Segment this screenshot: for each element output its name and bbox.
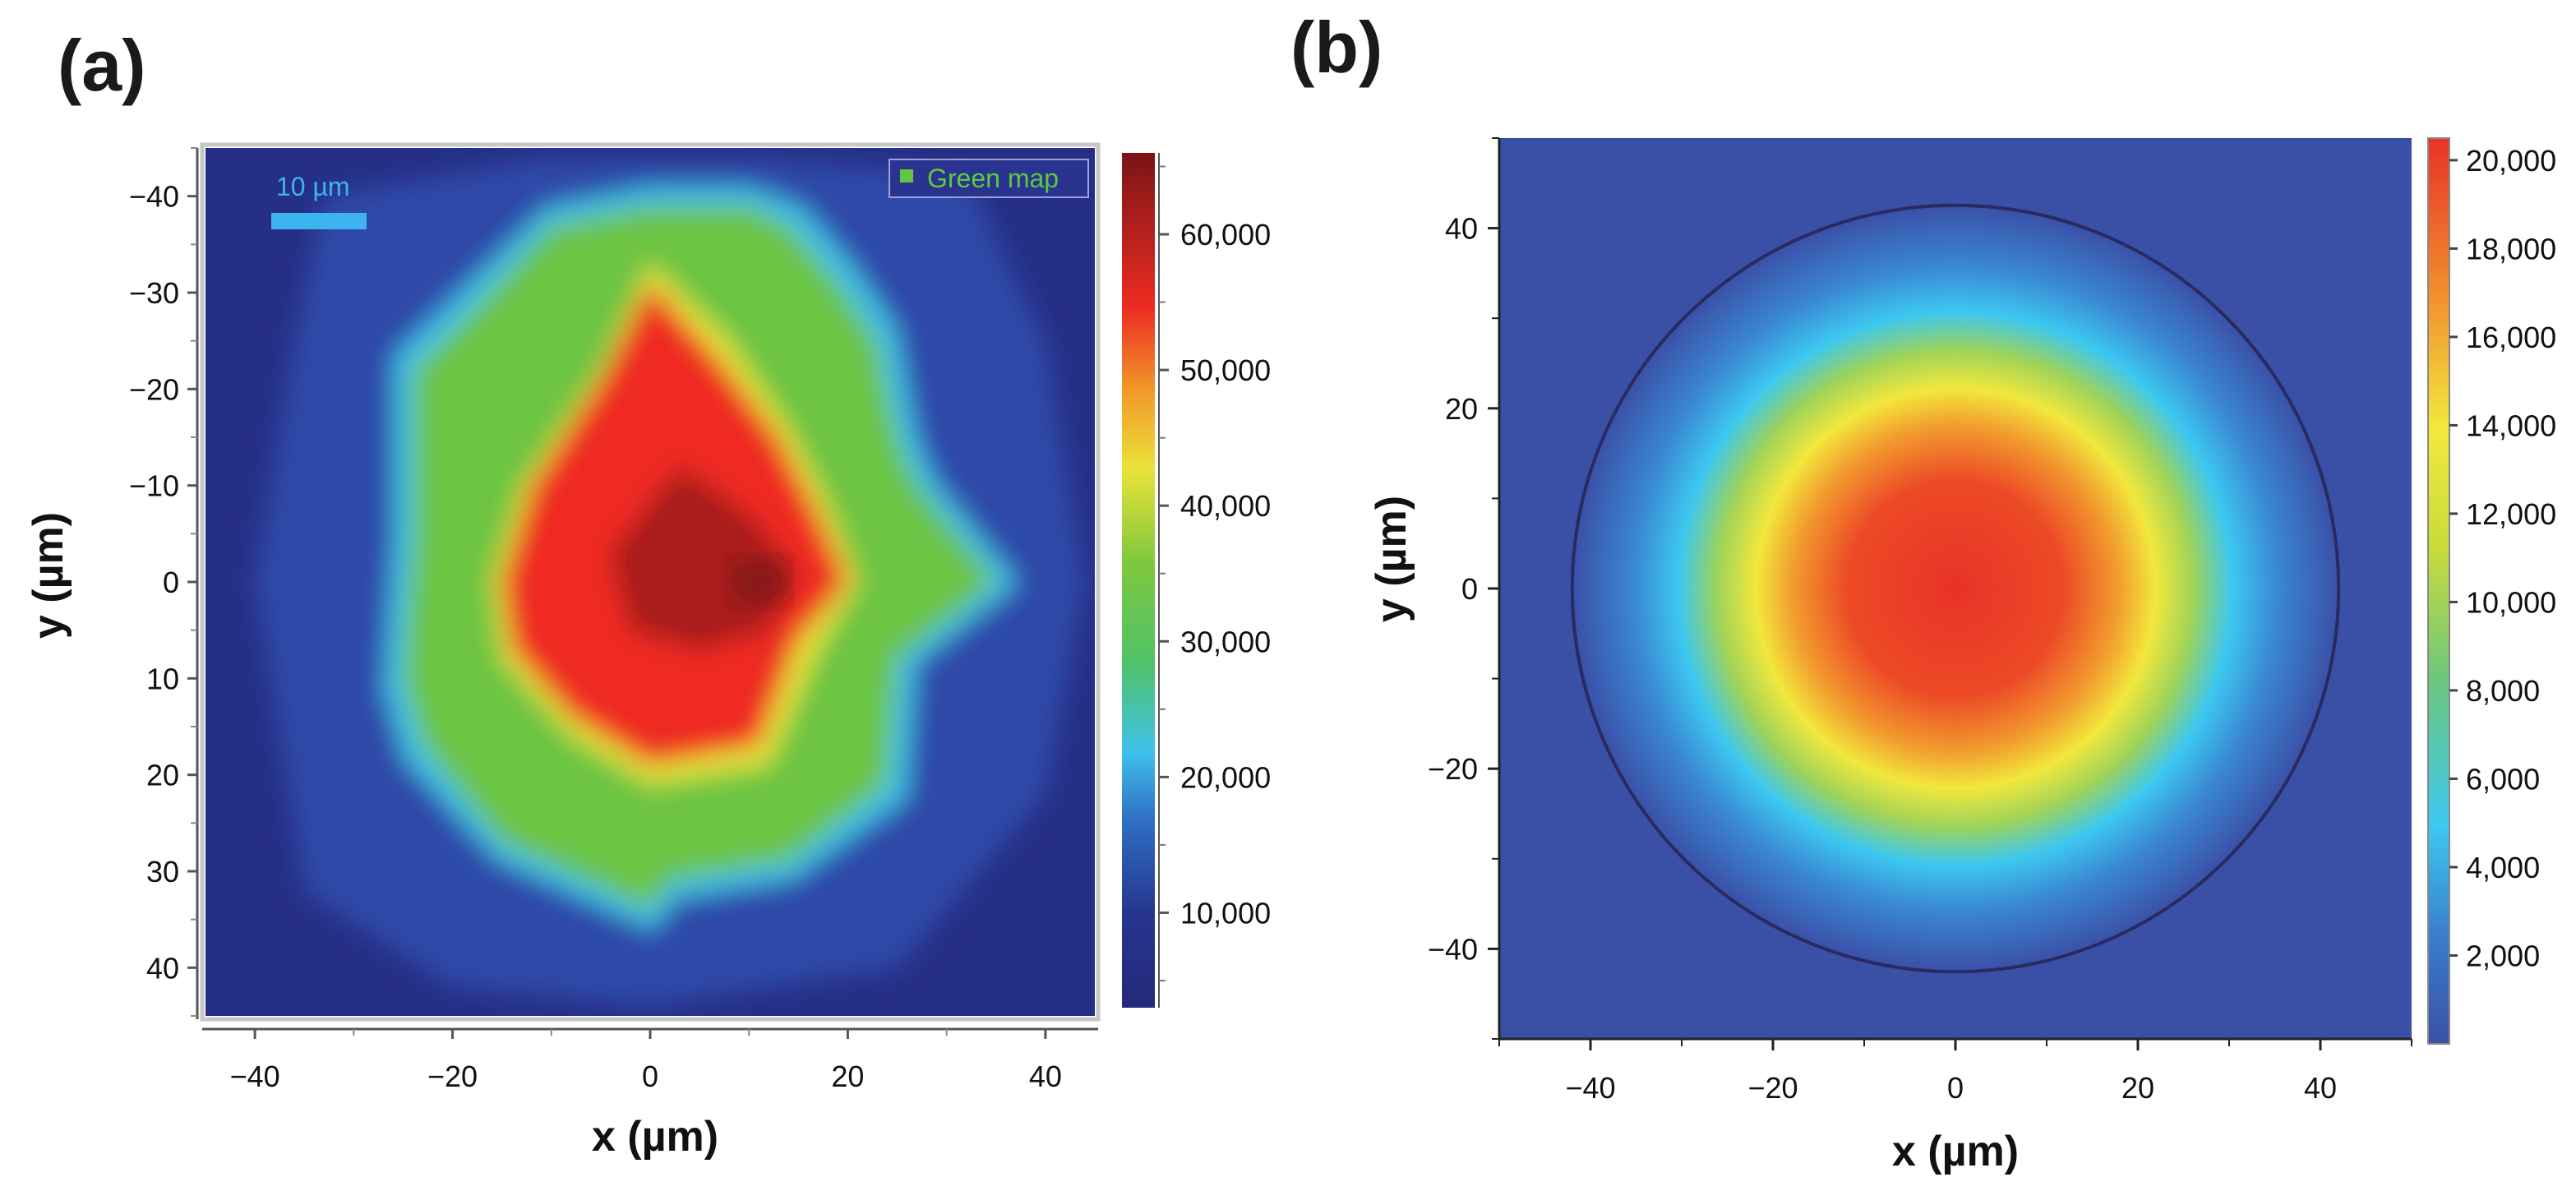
panel-a-x-axis-title: x (µm) [592,1113,718,1161]
x-tick-label: 20 [2121,1071,2154,1105]
panel-a: (a) 10 µm Green map −40 −20 0 20 40 −40 −30 −20… [25,25,1271,1161]
colorbar-tick-label: 40,000 [1180,489,1271,523]
cutoff-circle [1570,203,2341,974]
y-tick-label: 0 [1461,572,1478,606]
panel-b-x-axis-title: x (µm) [1892,1128,2019,1175]
panel-a-frame [200,142,1101,1022]
y-tick-label: 30 [146,855,179,889]
colorbar-tick-label: 18,000 [2466,232,2556,265]
x-tick-label: −40 [1565,1071,1615,1105]
scale-bar-line [271,213,367,229]
y-tick-label: 10 [146,662,179,695]
colorbar-tick-label: 8,000 [2466,674,2540,708]
x-tick-label: 40 [2304,1071,2337,1105]
scale-bar-label: 10 µm [276,172,350,201]
scale-bar: 10 µm [271,172,367,229]
colorbar-tick-label: 2,000 [2466,939,2540,972]
heatmap-a [255,157,1086,1007]
y-tick-label: 40 [1445,212,1478,246]
panel-b-y-axis-title: y (µm) [1368,496,1415,622]
panel-b: (b) −40 −20 0 20 40 −40 −20 0 20 40 x (µm) y (µm)… [1290,7,2556,1175]
x-tick-label: −20 [427,1059,478,1093]
panel-a-label: (a) [58,25,146,106]
y-tick-label: 20 [146,759,179,792]
legend-box [889,159,1089,198]
colorbar-tick-label: 30,000 [1180,625,1271,658]
legend-swatch [900,169,913,182]
y-tick-label: −20 [129,372,179,406]
y-tick-label: 0 [163,565,179,599]
colorbar-tick-label: 12,000 [2466,497,2556,531]
legend-label: Green map [927,164,1059,193]
colorbar-tick-label: 6,000 [2466,762,2540,796]
x-tick-label: 0 [1947,1071,1964,1105]
colorbar-tick-label: 10,000 [1180,896,1271,930]
y-tick-label: −10 [129,469,179,503]
panel-a-y-axis-title: y (µm) [25,512,72,639]
heatmap-b [1570,203,2341,974]
y-tick-label: −30 [129,276,179,310]
intensity-contour-rim [384,187,1015,929]
panel-a-colorbar [1122,153,1155,1008]
colorbar-tick-label: 4,000 [2466,851,2540,884]
intensity-peak [729,557,789,607]
colorbar-tick-label: 14,000 [2466,409,2556,442]
y-tick-label: 40 [146,951,179,985]
x-tick-label: 20 [831,1059,864,1093]
x-tick-label: 0 [642,1059,658,1093]
y-tick-label: −20 [1428,752,1478,786]
x-tick-label: −20 [1747,1071,1798,1105]
colorbar-tick-label: 10,000 [2466,585,2556,619]
colorbar-tick-label: 16,000 [2466,321,2556,354]
panel-b-colorbar [2427,137,2450,1045]
panel-b-label: (b) [1290,7,1383,88]
colorbar-tick-label: 20,000 [1180,760,1271,794]
gaussian-spot [1571,204,2340,973]
y-tick-label: 20 [1445,392,1478,426]
colorbar-tick-label: 50,000 [1180,353,1271,387]
x-tick-label: −40 [230,1059,280,1093]
y-tick-label: −40 [129,180,179,214]
x-tick-label: 40 [1029,1059,1062,1093]
colorbar-tick-label: 60,000 [1180,218,1271,252]
y-tick-label: −40 [1428,932,1478,966]
colorbar-tick-label: 20,000 [2466,144,2556,178]
legend: Green map [889,159,1089,198]
